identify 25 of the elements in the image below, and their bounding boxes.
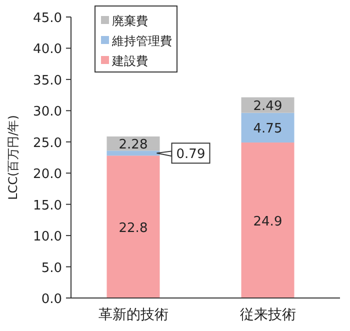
y-tick-label: 15.0: [33, 198, 62, 214]
y-tick-label: 20.0: [33, 167, 62, 182]
y-tick-label: 40.0: [33, 42, 62, 58]
y-tick-label: 45.0: [33, 11, 62, 26]
y-tick-label: 35.0: [33, 73, 62, 88]
bar: [106, 156, 160, 298]
y-tick-label: 10.0: [33, 230, 62, 245]
y-tick-label: 30.0: [33, 104, 62, 120]
data-label: 2.49: [253, 99, 282, 114]
data-label: 2.28: [118, 138, 148, 153]
legend-label: 維持管理費: [111, 34, 172, 48]
data-label: 4.75: [253, 122, 282, 137]
y-tick-label: 0.0: [41, 292, 62, 307]
data-label: 24.9: [253, 214, 282, 230]
x-tick-label: 革新的技術: [98, 307, 168, 323]
legend-label: 建設費: [111, 54, 148, 68]
x-tick-label: 従来技術: [240, 307, 296, 323]
data-label: 22.8: [118, 220, 148, 236]
y-axis-title: LCC(百万円/年): [6, 115, 20, 200]
legend-label: 廃棄費: [112, 14, 148, 28]
y-tick-label: 25.0: [33, 136, 62, 151]
bar: [241, 142, 294, 298]
y-tick-label: 5.0: [41, 260, 62, 276]
data-label: 0.79: [176, 147, 206, 162]
bar: [241, 112, 294, 143]
